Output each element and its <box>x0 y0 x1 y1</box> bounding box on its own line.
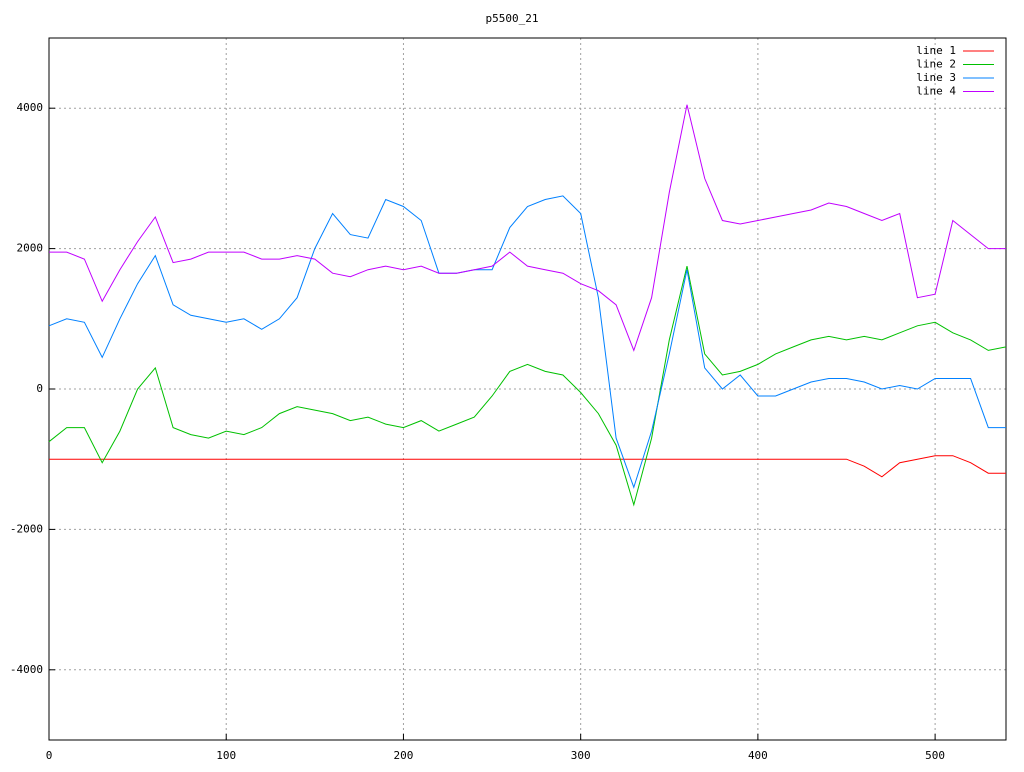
chart-title: p5500_21 <box>486 12 539 25</box>
y-tick-label: -2000 <box>10 522 43 535</box>
y-tick-label: -4000 <box>10 663 43 676</box>
legend-label: line 2 <box>916 58 956 71</box>
legend-label: line 1 <box>916 44 956 57</box>
plot-frame <box>48 37 1007 741</box>
x-tick-label: 100 <box>216 749 236 762</box>
data-line <box>49 455 1006 478</box>
x-tick-label: 300 <box>571 749 591 762</box>
y-tick-label: 4000 <box>17 101 44 114</box>
y-tick-label: 2000 <box>17 242 44 255</box>
x-tick-label: 200 <box>394 749 414 762</box>
legend-label: line 4 <box>916 85 956 98</box>
data-line <box>48 195 1006 489</box>
data-line <box>48 265 1007 507</box>
y-tick-label: 0 <box>36 382 43 395</box>
x-tick-label: 400 <box>748 749 768 762</box>
data-line <box>49 104 1006 352</box>
x-tick-label: 500 <box>925 749 945 762</box>
legend-label: line 3 <box>916 71 956 84</box>
x-tick-label: 0 <box>46 749 53 762</box>
